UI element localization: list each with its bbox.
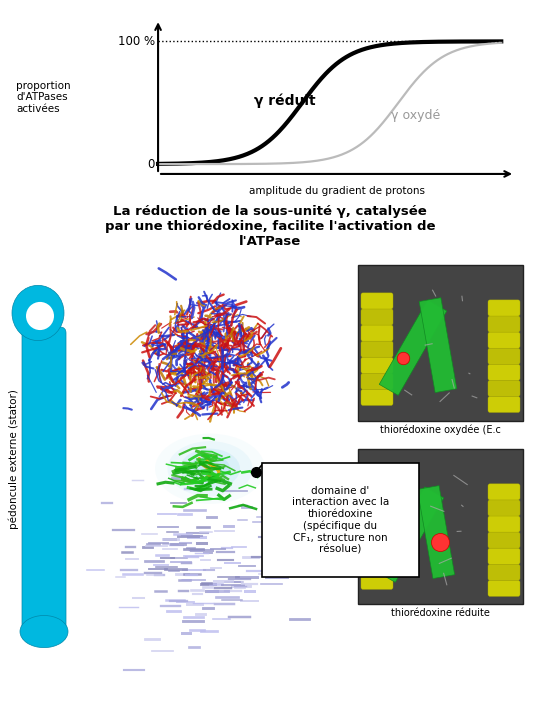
FancyBboxPatch shape [488,548,520,564]
Text: thiorédoxine réduite: thiorédoxine réduite [391,608,490,618]
FancyBboxPatch shape [376,487,444,582]
FancyBboxPatch shape [488,380,520,397]
Text: La réduction de la sous-unité γ, catalysée
par une thiorédoxine, facilite l'acti: La réduction de la sous-unité γ, catalys… [105,205,435,248]
Text: 100 %: 100 % [118,35,154,48]
Ellipse shape [190,455,230,483]
FancyBboxPatch shape [488,580,520,596]
FancyBboxPatch shape [358,265,523,420]
FancyBboxPatch shape [361,541,393,557]
FancyBboxPatch shape [488,532,520,548]
FancyBboxPatch shape [262,463,419,577]
FancyBboxPatch shape [361,357,393,373]
FancyBboxPatch shape [361,293,393,309]
Ellipse shape [26,302,54,330]
FancyBboxPatch shape [488,364,520,380]
FancyBboxPatch shape [361,573,393,590]
Text: pédoncule externe (stator): pédoncule externe (stator) [9,389,19,528]
FancyBboxPatch shape [361,390,393,405]
Ellipse shape [180,449,240,489]
FancyBboxPatch shape [488,516,520,532]
FancyBboxPatch shape [361,557,393,573]
FancyBboxPatch shape [379,300,447,395]
FancyBboxPatch shape [419,297,457,392]
FancyBboxPatch shape [488,332,520,348]
FancyBboxPatch shape [358,449,523,604]
Text: amplitude du gradient de protons: amplitude du gradient de protons [248,186,424,197]
FancyBboxPatch shape [361,325,393,341]
FancyBboxPatch shape [488,397,520,413]
FancyBboxPatch shape [361,477,393,493]
Text: proportion
d'ATPases
activées: proportion d'ATPases activées [16,81,71,114]
Text: γ réduit: γ réduit [254,93,316,107]
FancyBboxPatch shape [488,300,520,316]
Text: thiorédoxine oxydée (E.c: thiorédoxine oxydée (E.c [380,425,501,435]
FancyBboxPatch shape [488,564,520,580]
FancyBboxPatch shape [488,348,520,364]
FancyBboxPatch shape [361,373,393,390]
Ellipse shape [20,616,68,648]
FancyBboxPatch shape [22,327,66,641]
FancyBboxPatch shape [361,309,393,325]
Ellipse shape [12,285,64,341]
FancyBboxPatch shape [488,484,520,500]
FancyBboxPatch shape [361,493,393,509]
Ellipse shape [155,433,265,504]
FancyBboxPatch shape [361,525,393,541]
Text: domaine d'
interaction avec la
thiorédoxine
(spécifique du
CF₁, structure non
ré: domaine d' interaction avec la thiorédox… [292,486,389,554]
FancyBboxPatch shape [417,485,455,579]
Ellipse shape [167,441,253,496]
FancyBboxPatch shape [488,500,520,516]
FancyBboxPatch shape [361,341,393,357]
FancyBboxPatch shape [488,316,520,332]
Text: 0: 0 [147,158,154,171]
FancyBboxPatch shape [361,509,393,525]
Text: γ oxydé: γ oxydé [392,109,441,122]
